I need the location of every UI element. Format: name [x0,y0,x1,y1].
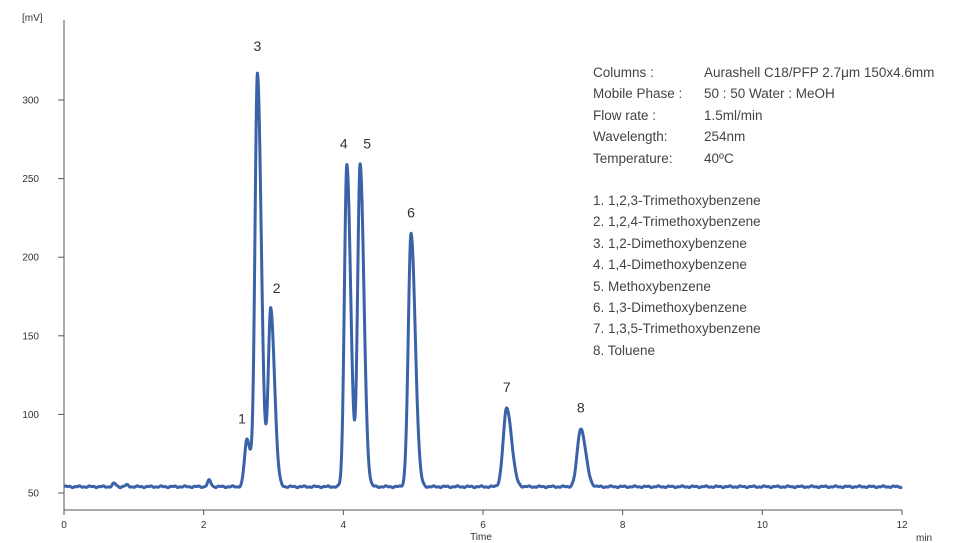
compound-list: 1. 1,2,3-Trimethoxybenzene 2. 1,2,4-Trime… [593,190,934,361]
compound-item: 6. 1,3-Dimethoxybenzene [593,300,747,316]
condition-row: Mobile Phase : 50 : 50 Water : MeOH [593,83,934,104]
condition-label: Mobile Phase : [593,86,683,102]
x-tick-label: 10 [757,520,769,531]
condition-value: 254nm [704,129,746,145]
y-tick-label: 200 [22,253,39,264]
condition-label: Columns : [593,65,654,80]
x-axis-title: Time [470,532,492,543]
condition-value: 40ºC [704,150,734,166]
peak-label: 7 [503,379,511,395]
y-tick-label: 100 [22,410,39,421]
x-tick-label: 6 [480,520,486,531]
axes [58,20,903,515]
condition-row: Temperature: 40ºC [593,148,934,169]
condition-row: Wavelength: 254nm [593,126,934,147]
x-tick-label: 2 [201,520,207,531]
y-tick-label: 150 [22,331,39,342]
peak-label: 6 [407,205,415,221]
y-unit-label: [mV] [22,13,43,24]
condition-label: Wavelength: [593,129,668,145]
conditions-list: Columns : Aurashell C18/PFP 2.7μm 150x4.6… [593,62,934,169]
y-tick-label: 50 [28,489,40,500]
x-tick-label: 8 [620,520,626,531]
x-tick-label: 4 [341,520,347,531]
compound-item: 4. 1,4-Dimethoxybenzene [593,257,747,273]
compound-item: 7. 1,3,5-Trimethoxybenzene [593,321,761,337]
x-unit-label: min [916,533,932,543]
chromatogram-trace [62,71,904,490]
condition-label: Flow rate : [593,107,657,123]
x-tick-label: 12 [896,520,908,531]
peak-label: 2 [273,280,281,296]
condition-row: Flow rate : 1.5ml/min [593,105,934,126]
compound-item: 5. Methoxybenzene [593,278,711,294]
compound-item: 3. 1,2-Dimethoxybenzene [593,235,747,251]
peak-label: 8 [577,400,585,416]
compound-item: 1. 1,2,3-Trimethoxybenzene [593,193,761,209]
condition-row: Columns : Aurashell C18/PFP 2.7μm 150x4.6… [593,62,934,83]
compound-item: 2. 1,2,4-Trimethoxybenzene [593,214,761,230]
peak-label: 5 [363,135,371,151]
peak-label: 4 [340,135,348,151]
conditions-panel: Columns : Aurashell C18/PFP 2.7μm 150x4.6… [593,62,934,361]
peak-label: 1 [238,411,246,427]
y-tick-label: 250 [22,174,39,185]
y-tick-label: 300 [22,96,39,107]
condition-value: 1.5ml/min [704,107,763,123]
condition-value: 50 : 50 Water : MeOH [704,86,835,102]
condition-label: Temperature: [593,150,673,166]
peak-labels: 1 3 2 4 5 6 7 8 [238,38,585,427]
peak-label: 3 [254,38,262,54]
condition-value: Aurashell C18/PFP 2.7μm 150x4.6mm [704,65,935,80]
compound-item: 8. Toluene [593,342,656,358]
x-tick-label: 0 [61,520,67,531]
